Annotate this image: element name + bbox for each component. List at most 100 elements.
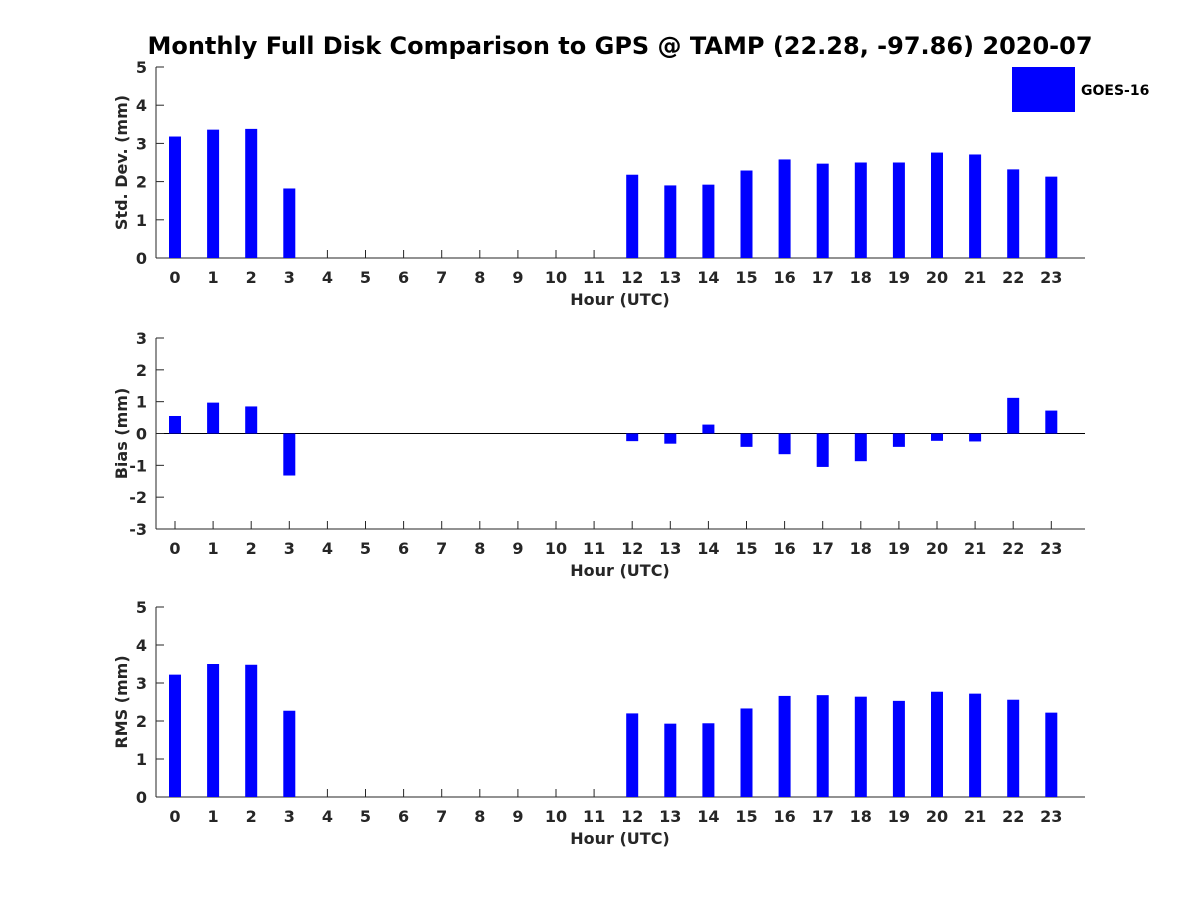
x-tick-label: 11 xyxy=(583,539,605,558)
x-tick-label: 11 xyxy=(583,268,605,287)
x-tick-label: 0 xyxy=(169,539,180,558)
x-tick-label: 23 xyxy=(1040,807,1062,826)
x-tick-label: 8 xyxy=(474,807,485,826)
bar xyxy=(1045,712,1058,797)
x-tick-label: 15 xyxy=(735,539,757,558)
x-tick-label: 8 xyxy=(474,268,485,287)
x-tick-label: 19 xyxy=(888,539,910,558)
x-tick-label: 14 xyxy=(697,268,719,287)
x-tick-label: 21 xyxy=(964,268,986,287)
x-tick-label: 17 xyxy=(812,268,834,287)
x-tick-label: 13 xyxy=(659,807,681,826)
bar xyxy=(245,406,258,434)
bar xyxy=(207,664,220,797)
x-tick-label: 12 xyxy=(621,807,643,826)
x-tick-label: 20 xyxy=(926,268,948,287)
bar xyxy=(778,159,791,258)
x-tick-label: 4 xyxy=(322,268,333,287)
x-tick-label: 9 xyxy=(512,539,523,558)
x-tick-label: 6 xyxy=(398,539,409,558)
y-tick-label: 2 xyxy=(136,712,147,731)
y-axis-label: Std. Dev. (mm) xyxy=(112,95,131,230)
bar xyxy=(931,691,943,797)
y-tick-label: 0 xyxy=(136,425,147,444)
y-tick-label: 5 xyxy=(136,598,147,617)
x-tick-label: 12 xyxy=(621,539,643,558)
bar xyxy=(778,695,791,797)
x-tick-label: 18 xyxy=(850,807,872,826)
x-tick-label: 14 xyxy=(697,539,719,558)
y-tick-label: 3 xyxy=(136,674,147,693)
x-tick-label: 18 xyxy=(850,268,872,287)
x-tick-label: 13 xyxy=(659,539,681,558)
bar xyxy=(664,433,677,444)
x-tick-label: 16 xyxy=(773,539,795,558)
x-tick-label: 0 xyxy=(169,268,180,287)
bar xyxy=(207,129,220,258)
bar xyxy=(1045,410,1058,434)
legend: GOES-16 xyxy=(1012,67,1149,112)
x-tick-label: 11 xyxy=(583,807,605,826)
x-tick-label: 17 xyxy=(812,539,834,558)
x-tick-label: 3 xyxy=(284,539,295,558)
x-tick-label: 21 xyxy=(964,807,986,826)
x-tick-label: 2 xyxy=(246,539,257,558)
bar xyxy=(854,696,867,797)
bar xyxy=(854,162,867,258)
x-tick-label: 10 xyxy=(545,539,567,558)
x-tick-label: 4 xyxy=(322,539,333,558)
y-tick-label: 1 xyxy=(136,750,147,769)
bar xyxy=(931,152,943,258)
bar xyxy=(169,674,181,797)
x-tick-label: 7 xyxy=(436,807,447,826)
bar xyxy=(740,170,753,258)
bar xyxy=(626,713,639,797)
x-tick-label: 10 xyxy=(545,268,567,287)
y-axis-label: RMS (mm) xyxy=(112,655,131,748)
bar xyxy=(816,433,829,467)
x-tick-label: 7 xyxy=(436,268,447,287)
bar xyxy=(283,710,296,797)
x-tick-label: 0 xyxy=(169,807,180,826)
x-tick-label: 9 xyxy=(512,807,523,826)
x-tick-label: 21 xyxy=(964,539,986,558)
x-tick-label: 19 xyxy=(888,807,910,826)
y-tick-label: 4 xyxy=(136,636,147,655)
bar xyxy=(892,700,905,797)
x-axis-label: Hour (UTC) xyxy=(570,561,670,580)
x-tick-label: 14 xyxy=(697,807,719,826)
bar xyxy=(245,128,258,258)
x-tick-label: 9 xyxy=(512,268,523,287)
x-tick-label: 13 xyxy=(659,268,681,287)
x-tick-label: 15 xyxy=(735,268,757,287)
y-axis-label: Bias (mm) xyxy=(112,388,131,480)
x-tick-label: 23 xyxy=(1040,268,1062,287)
y-tick-label: 2 xyxy=(136,173,147,192)
x-tick-label: 18 xyxy=(850,539,872,558)
y-tick-label: 0 xyxy=(136,249,147,268)
bar xyxy=(740,433,753,447)
y-tick-label: -1 xyxy=(129,456,147,475)
bar xyxy=(207,402,220,434)
bar xyxy=(702,184,715,258)
y-tick-label: 1 xyxy=(136,393,147,412)
bar xyxy=(778,433,791,455)
x-tick-label: 3 xyxy=(284,807,295,826)
y-tick-label: 3 xyxy=(136,134,147,153)
bar xyxy=(626,174,639,258)
bar xyxy=(969,433,982,442)
bar xyxy=(854,433,867,462)
bar xyxy=(969,693,982,797)
x-tick-label: 1 xyxy=(208,539,219,558)
x-axis-label: Hour (UTC) xyxy=(570,290,670,309)
x-tick-label: 16 xyxy=(773,807,795,826)
x-tick-label: 2 xyxy=(246,268,257,287)
x-tick-label: 22 xyxy=(1002,807,1024,826)
bar xyxy=(283,188,296,258)
y-tick-label: 3 xyxy=(136,329,147,348)
bar xyxy=(740,708,753,797)
x-tick-label: 22 xyxy=(1002,539,1024,558)
